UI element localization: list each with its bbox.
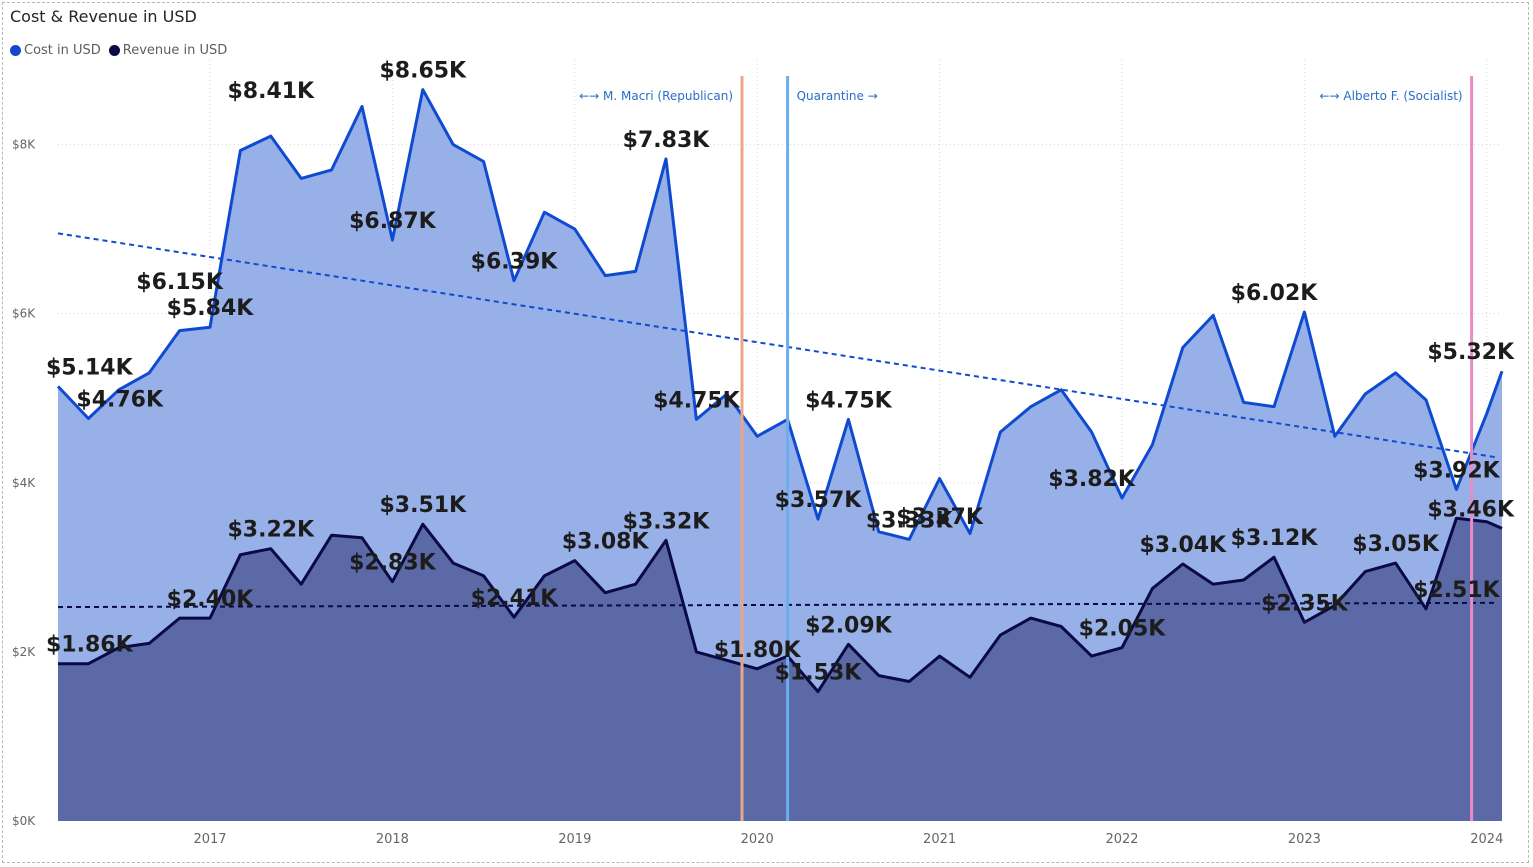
y-tick-label: $8K [12, 138, 36, 152]
cost-data-label: $6.02K [1231, 281, 1319, 306]
cost-data-label: $6.87K [349, 209, 437, 234]
x-tick-label: 2023 [1288, 832, 1321, 847]
chart-title: Cost & Revenue in USD [10, 7, 197, 26]
legend-item-revenue[interactable]: Revenue in USD [108, 43, 228, 58]
event-annotation: ←→ Alberto F. (Socialist) [1319, 89, 1462, 103]
revenue-data-label: $1.80K [714, 638, 802, 663]
revenue-data-label: $2.83K [349, 551, 437, 576]
cost-data-label: $8.41K [227, 79, 315, 104]
cost-data-label: $3.57K [775, 488, 863, 513]
x-tick-label: 2018 [376, 832, 409, 847]
legend: Cost in USD Revenue in USD [10, 43, 227, 58]
event-annotation: Quarantine → [797, 89, 878, 103]
legend-revenue-label: Revenue in USD [122, 43, 228, 58]
legend-revenue-dot [108, 45, 120, 56]
revenue-data-label: $3.04K [1139, 533, 1227, 558]
cost-data-label: $8.65K [379, 59, 467, 84]
cost-data-label: $4.75K [653, 388, 741, 413]
cost-data-label: $7.83K [623, 128, 711, 153]
revenue-data-label: $2.35K [1261, 591, 1349, 616]
revenue-data-label: $3.46K [1427, 497, 1515, 522]
x-tick-label: 2024 [1470, 832, 1503, 847]
revenue-data-label: $3.12K [1231, 526, 1319, 551]
revenue-data-label: $3.22K [227, 518, 315, 543]
cost-data-label: $6.15K [136, 270, 224, 295]
x-tick-label: 2019 [558, 832, 591, 847]
revenue-data-label: $2.51K [1413, 578, 1501, 603]
revenue-data-label: $2.05K [1079, 617, 1167, 642]
y-tick-label: $0K [12, 814, 36, 828]
y-tick-label: $2K [12, 645, 36, 659]
legend-cost-label: Cost in USD [24, 43, 101, 58]
x-tick-label: 2020 [741, 832, 774, 847]
event-annotation: ←→ M. Macri (Republican) [579, 89, 733, 103]
y-tick-label: $4K [12, 476, 36, 490]
revenue-data-label: $2.40K [167, 587, 255, 612]
revenue-trend-line [57, 601, 1498, 609]
cost-data-label: $5.14K [46, 355, 134, 380]
revenue-data-label: $2.41K [471, 586, 559, 611]
x-tick-label: 2017 [193, 832, 226, 847]
cost-data-label: $3.82K [1048, 467, 1136, 492]
cost-data-label: $3.33K [866, 508, 954, 533]
cost-data-label: $4.76K [76, 388, 164, 413]
cost-data-label: $6.39K [471, 250, 559, 275]
x-tick-label: 2022 [1105, 832, 1138, 847]
cost-data-label: $3.92K [1413, 459, 1501, 484]
cost-data-label: $3.37K [896, 505, 984, 530]
cost-data-label: $4.75K [805, 388, 893, 413]
revenue-data-label: $3.08K [562, 530, 650, 555]
revenue-data-label: $3.05K [1352, 532, 1440, 557]
y-tick-label: $6K [12, 307, 36, 321]
revenue-data-label: $1.86K [46, 633, 134, 658]
revenue-data-label: $3.32K [623, 509, 711, 534]
cost-data-label: $5.84K [167, 296, 255, 321]
legend-cost-dot [10, 45, 21, 56]
revenue-area [58, 518, 1502, 821]
legend-item-cost[interactable]: Cost in USD [10, 43, 101, 58]
cost-data-label: $5.32K [1427, 340, 1515, 365]
x-tick-label: 2021 [923, 832, 956, 847]
revenue-data-label: $2.09K [805, 613, 893, 638]
revenue-data-label: $3.51K [379, 493, 467, 518]
revenue-data-label: $1.53K [775, 661, 863, 686]
